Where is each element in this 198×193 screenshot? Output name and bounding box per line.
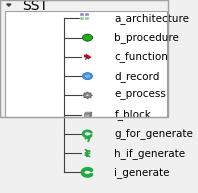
Circle shape	[86, 94, 89, 96]
Bar	[80, 17, 85, 20]
Text: a_architecture: a_architecture	[114, 13, 189, 24]
Bar	[80, 14, 85, 16]
Text: g_for_generate: g_for_generate	[114, 128, 193, 139]
Circle shape	[82, 34, 92, 41]
Polygon shape	[7, 4, 11, 6]
Polygon shape	[82, 92, 92, 99]
Text: d_record: d_record	[114, 71, 160, 82]
Circle shape	[89, 36, 93, 39]
Polygon shape	[90, 112, 92, 117]
Circle shape	[86, 34, 89, 36]
FancyBboxPatch shape	[5, 11, 167, 117]
Circle shape	[82, 73, 92, 80]
Circle shape	[82, 36, 86, 39]
Text: SST: SST	[22, 0, 48, 13]
Text: e_process: e_process	[114, 90, 166, 100]
Text: f_block: f_block	[114, 109, 151, 120]
Polygon shape	[85, 112, 92, 113]
Text: h_if_generate: h_if_generate	[114, 148, 186, 159]
Bar	[85, 17, 89, 20]
Circle shape	[87, 75, 89, 77]
Text: c_function: c_function	[114, 51, 168, 62]
Circle shape	[85, 74, 90, 78]
Text: i_generate: i_generate	[114, 167, 170, 178]
Bar	[85, 14, 89, 16]
Circle shape	[86, 39, 89, 41]
Bar	[85, 113, 90, 117]
Text: b_procedure: b_procedure	[114, 32, 179, 43]
FancyBboxPatch shape	[0, 0, 168, 11]
